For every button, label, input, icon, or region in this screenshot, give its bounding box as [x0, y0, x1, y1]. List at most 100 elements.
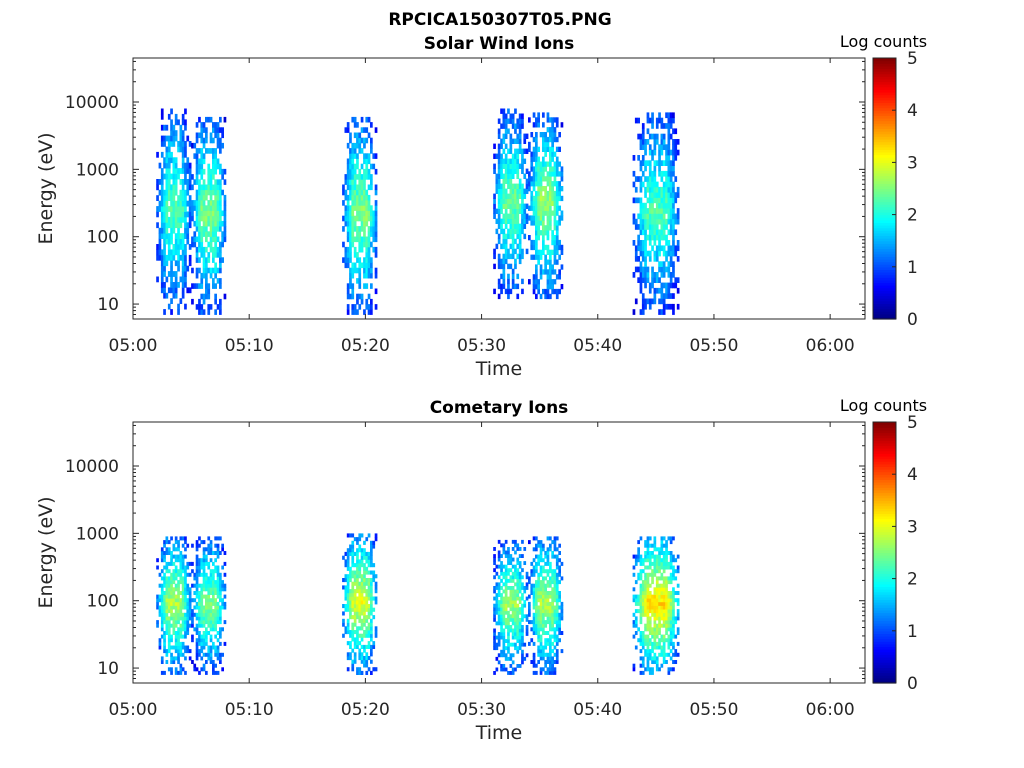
- heatmap-cell: [344, 210, 348, 217]
- heatmap-cell: [353, 189, 357, 196]
- heatmap-cell: [521, 586, 524, 590]
- heatmap-cell: [349, 272, 352, 279]
- heatmap-cell: [212, 163, 215, 170]
- heatmap-cell: [367, 633, 371, 638]
- colorbar-segment: [873, 159, 896, 163]
- heatmap-cell: [353, 220, 357, 227]
- heatmap-cell: [165, 216, 169, 223]
- heatmap-cell: [535, 161, 538, 167]
- heatmap-cell: [521, 656, 524, 661]
- heatmap-cell: [555, 171, 559, 177]
- heatmap-cell: [167, 113, 171, 120]
- heatmap-cell: [174, 135, 178, 142]
- heatmap-cell: [493, 617, 496, 622]
- heatmap-cell: [493, 547, 496, 551]
- heatmap-cell: [672, 572, 675, 577]
- heatmap-cell: [351, 288, 355, 295]
- heatmap-cell: [667, 623, 671, 628]
- heatmap-cell: [216, 565, 220, 570]
- heatmap-cell: [363, 618, 366, 623]
- heatmap-cell: [544, 609, 547, 614]
- heatmap-cell: [372, 226, 376, 232]
- heatmap-cell: [646, 234, 650, 241]
- heatmap-cell: [221, 598, 224, 603]
- heatmap-cell: [669, 609, 673, 614]
- heatmap-cell: [497, 614, 501, 619]
- heatmap-cell: [167, 645, 171, 650]
- heatmap-cell: [521, 228, 524, 235]
- heatmap-cell: [200, 572, 204, 577]
- colorbar-segment: [873, 73, 896, 77]
- heatmap-cell: [655, 256, 659, 262]
- heatmap-cell: [644, 139, 647, 145]
- heatmap-cell: [202, 616, 206, 621]
- heatmap-cell: [516, 593, 520, 597]
- colorbar-segment: [873, 562, 896, 567]
- heatmap-cell: [644, 601, 647, 606]
- heatmap-cell: [358, 194, 362, 201]
- heatmap-cell: [639, 272, 643, 278]
- heatmap-cell: [214, 580, 217, 585]
- colorbar-segment: [873, 191, 896, 195]
- heatmap-cell: [191, 638, 194, 643]
- heatmap-cell: [181, 206, 185, 212]
- heatmap-cell: [174, 572, 178, 577]
- heatmap-cell: [507, 158, 510, 164]
- heatmap-cell: [207, 231, 211, 237]
- heatmap-cell: [172, 292, 176, 299]
- heatmap-cell: [632, 554, 636, 559]
- heatmap-cell: [163, 554, 166, 559]
- heatmap-cell: [542, 239, 545, 246]
- heatmap-cell: [511, 632, 515, 636]
- heatmap-cell: [172, 130, 176, 136]
- heatmap-cell: [514, 153, 517, 159]
- colorbar-segment: [873, 89, 896, 93]
- heatmap-cell: [537, 195, 540, 202]
- heatmap-cell: [555, 225, 559, 231]
- heatmap-cell: [365, 630, 369, 635]
- heatmap-cell: [558, 186, 561, 192]
- heatmap-cell: [495, 173, 499, 179]
- heatmap-cell: [511, 153, 515, 159]
- heatmap-cell: [511, 586, 515, 590]
- heatmap-cell: [528, 235, 531, 241]
- heatmap-cell: [514, 168, 517, 174]
- heatmap-cell: [537, 249, 540, 255]
- heatmap-cell: [181, 249, 185, 256]
- heatmap-cell: [356, 278, 359, 284]
- heatmap-cell: [544, 641, 547, 646]
- heatmap-cell: [195, 272, 199, 279]
- heatmap-cell: [542, 146, 545, 152]
- heatmap-cell: [219, 580, 222, 585]
- heatmap-cell: [544, 623, 547, 628]
- x-axis-label: Time: [475, 722, 523, 744]
- heatmap-cell: [353, 215, 357, 222]
- heatmap-cell: [532, 623, 536, 628]
- heatmap-cell: [537, 117, 540, 123]
- heatmap-cell: [537, 190, 540, 197]
- heatmap-cell: [648, 133, 652, 140]
- heatmap-cell: [518, 617, 522, 622]
- heatmap-cell: [198, 257, 201, 263]
- colorbar-frame: [872, 421, 897, 684]
- heatmap-cell: [214, 612, 217, 617]
- heatmap-cell: [177, 216, 180, 223]
- heatmap-cell: [363, 257, 366, 263]
- heatmap-cell: [174, 189, 178, 196]
- heatmap-cell: [644, 234, 647, 241]
- heatmap-cell: [672, 576, 675, 581]
- heatmap-cell: [665, 605, 668, 610]
- heatmap-cell: [544, 195, 547, 202]
- heatmap-cell: [160, 168, 164, 174]
- heatmap-cell: [658, 569, 661, 574]
- heatmap-cell: [167, 238, 171, 245]
- heatmap-cell: [202, 200, 206, 206]
- heatmap-cell: [672, 170, 675, 177]
- colorbar-segment: [873, 225, 896, 229]
- heatmap-cell: [195, 174, 199, 180]
- heatmap-cell: [502, 163, 506, 169]
- heatmap-cell: [655, 277, 659, 283]
- heatmap-cell: [346, 604, 350, 609]
- heatmap-cell: [370, 241, 373, 248]
- heatmap-cell: [212, 236, 215, 243]
